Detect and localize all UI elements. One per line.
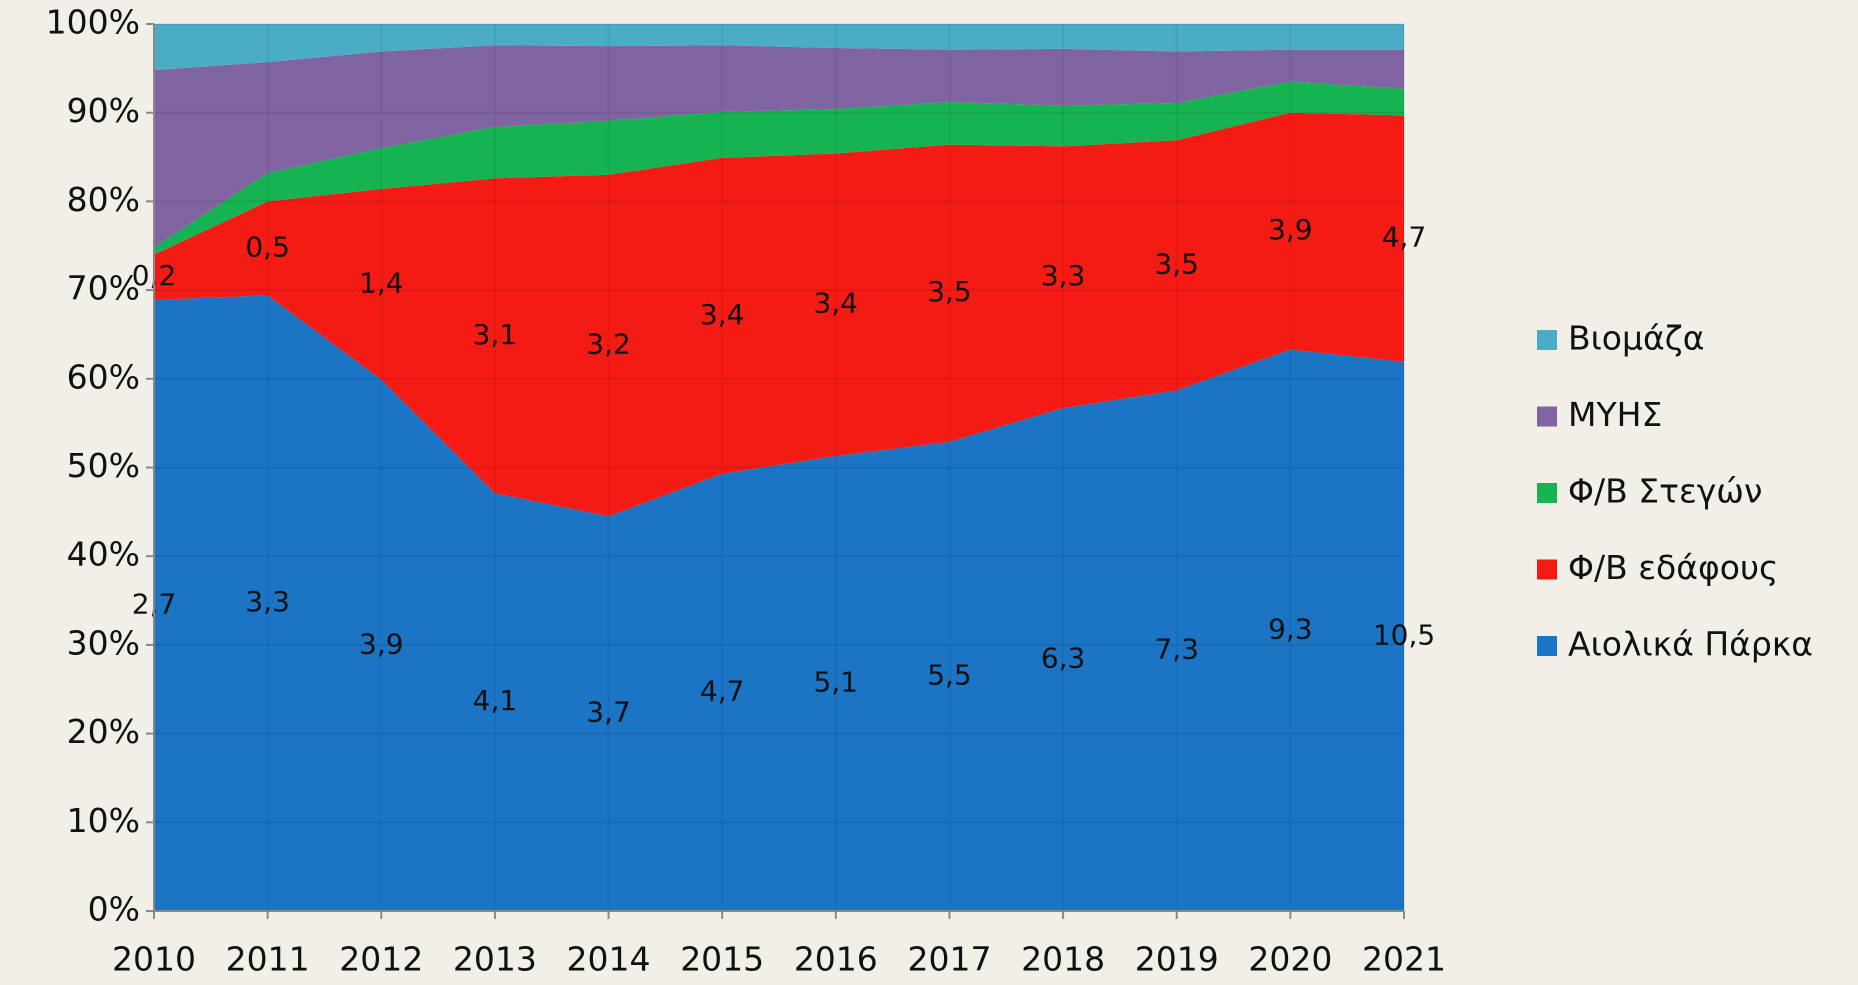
data-label: 3,7 (586, 696, 631, 729)
data-label: 3,1 (473, 318, 518, 351)
data-label: 7,3 (1154, 633, 1199, 666)
data-label: 5,5 (927, 658, 972, 691)
x-tick-label: 2017 (907, 940, 991, 979)
legend-swatch (1537, 406, 1557, 427)
area (154, 112, 1404, 517)
data-label: 3,3 (245, 585, 290, 618)
legend-label: Αιολικά Πάρκα (1568, 625, 1813, 664)
data-label: 5,1 (814, 665, 859, 698)
y-tick-label: 20% (67, 712, 140, 751)
y-tick-label: 60% (67, 357, 140, 396)
y-tick-label: 10% (67, 801, 140, 840)
x-tick-label: 2012 (339, 940, 423, 979)
x-tick-label: 2018 (1021, 940, 1105, 979)
x-tick-label: 2011 (226, 940, 310, 979)
data-label: 9,3 (1268, 612, 1313, 645)
data-label: 3,2 (586, 328, 631, 361)
data-label: 4,7 (1382, 221, 1427, 254)
y-tick-label: 80% (67, 180, 140, 219)
legend-label: Φ/Β Στεγών (1568, 472, 1762, 511)
data-label: 3,9 (1268, 213, 1313, 246)
y-tick-label: 100% (46, 3, 140, 42)
x-tick-label: 2020 (1248, 940, 1332, 979)
data-label: 0,5 (245, 230, 290, 263)
data-label: 3,5 (927, 275, 972, 308)
data-label: 4,7 (700, 674, 745, 707)
data-label: 10,5 (1373, 618, 1435, 651)
data-label: 3,9 (359, 627, 404, 660)
data-label: 1,4 (359, 266, 404, 299)
y-tick-label: 30% (67, 623, 140, 662)
y-tick-label: 50% (67, 446, 140, 485)
x-tick-label: 2014 (567, 940, 651, 979)
area (154, 24, 1404, 71)
x-tick-label: 2019 (1135, 940, 1219, 979)
area (154, 295, 1404, 911)
data-label: 3,5 (1154, 247, 1199, 280)
data-label: 3,4 (814, 287, 859, 320)
data-label: 4,1 (473, 684, 518, 717)
x-tick-label: 2021 (1362, 940, 1446, 979)
legend-label: Φ/Β εδάφους (1568, 548, 1778, 587)
data-label: 3,3 (1041, 259, 1086, 292)
y-tick-label: 70% (67, 269, 140, 308)
area (154, 81, 1404, 255)
data-label: 6,3 (1041, 642, 1086, 675)
y-tick-label: 0% (88, 890, 140, 929)
x-tick-label: 2010 (112, 940, 196, 979)
x-tick-label: 2016 (794, 940, 878, 979)
y-tick-label: 40% (67, 535, 140, 574)
x-tick-label: 2013 (453, 940, 537, 979)
area (154, 45, 1404, 248)
data-label: 3,4 (700, 298, 745, 331)
legend-swatch (1537, 636, 1557, 656)
y-tick-label: 90% (67, 91, 140, 130)
legend-swatch (1537, 483, 1557, 503)
legend-label: ΜΥΗΣ (1568, 395, 1662, 434)
x-tick-label: 2015 (680, 940, 764, 979)
legend-swatch (1537, 559, 1557, 580)
legend-swatch (1537, 330, 1557, 350)
legend-label: Βιομάζα (1568, 319, 1704, 358)
